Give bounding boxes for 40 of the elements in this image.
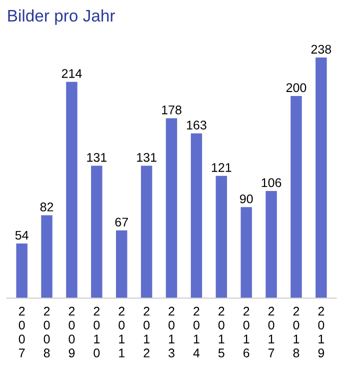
bar — [190, 133, 202, 298]
bar — [316, 58, 327, 298]
data-label: 200 — [286, 83, 306, 92]
data-label: 163 — [186, 120, 206, 130]
x-tick-label: 2015 — [218, 306, 224, 358]
data-label: 67 — [115, 218, 128, 227]
bar — [41, 215, 52, 298]
bar — [166, 118, 178, 298]
bar — [266, 190, 277, 298]
x-tick-label: 2018 — [293, 306, 300, 358]
x-tick-label: 2009 — [68, 306, 75, 358]
x-tick-label: 2007 — [18, 306, 25, 358]
bar — [16, 244, 28, 298]
x-tick-label: 2008 — [44, 306, 50, 358]
bar — [240, 207, 252, 298]
data-label: 54 — [15, 230, 28, 240]
bar — [216, 176, 228, 298]
bar — [290, 96, 302, 298]
chart-title: Bilder pro Jahr — [8, 9, 115, 25]
x-tick-label: 2010 — [94, 306, 100, 358]
x-tick-label: 2017 — [268, 306, 274, 358]
data-label: 121 — [212, 163, 232, 172]
bar — [116, 230, 128, 298]
bar — [91, 166, 102, 298]
data-label: 131 — [87, 153, 106, 162]
x-tick-label: 2016 — [243, 306, 250, 358]
x-tick-label: 2011 — [118, 306, 125, 358]
x-tick-label: 2019 — [318, 306, 324, 358]
data-label: 90 — [240, 194, 253, 204]
bar — [66, 82, 78, 298]
data-label: 131 — [137, 153, 156, 162]
data-label: 82 — [40, 202, 54, 212]
data-label: 214 — [62, 69, 82, 78]
data-label: 178 — [162, 105, 182, 114]
bar — [140, 166, 152, 298]
x-tick-label: 2014 — [193, 306, 200, 358]
data-label: 106 — [262, 178, 282, 188]
data-label: 238 — [311, 44, 332, 54]
x-tick-label: 2012 — [144, 306, 150, 358]
x-tick-label: 2013 — [168, 306, 174, 358]
